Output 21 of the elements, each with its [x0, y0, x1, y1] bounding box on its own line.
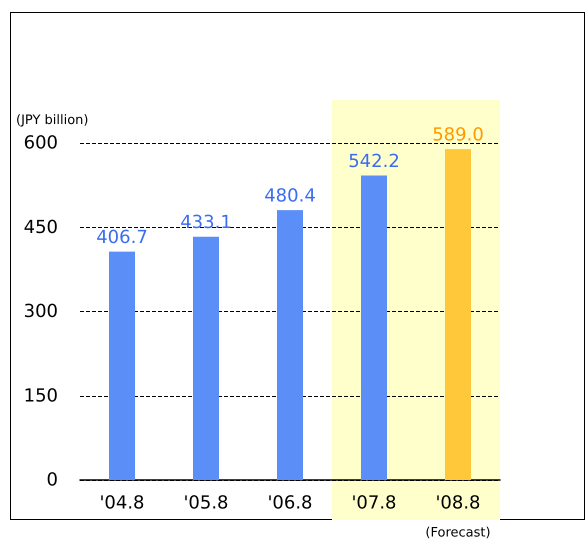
- data-label: 542.2: [348, 150, 400, 172]
- bar: [361, 175, 387, 480]
- x-tick-label: '05.8: [183, 492, 229, 514]
- bar: [193, 236, 219, 480]
- bar: [109, 252, 135, 480]
- y-tick-label: 450: [24, 216, 58, 238]
- bar: [277, 210, 303, 480]
- x-tick-label: '07.8: [351, 492, 397, 514]
- text: (Forecast): [425, 526, 491, 540]
- y-tick-label: 150: [24, 385, 58, 406]
- y-tick-label: 600: [24, 132, 58, 154]
- x-tick-label: '08.8: [435, 492, 481, 514]
- y-tick-label: 0: [46, 470, 58, 490]
- data-label: 480.4: [264, 186, 316, 207]
- data-label: 589.0: [432, 124, 484, 146]
- y-axis-title: (JPY billion): [16, 113, 88, 128]
- data-label: 406.7: [96, 227, 148, 248]
- bar: [445, 149, 471, 480]
- y-tick-label: 300: [24, 301, 58, 322]
- x-tick-label: '06.8: [267, 492, 313, 514]
- x-tick-label: '04.8: [99, 492, 145, 514]
